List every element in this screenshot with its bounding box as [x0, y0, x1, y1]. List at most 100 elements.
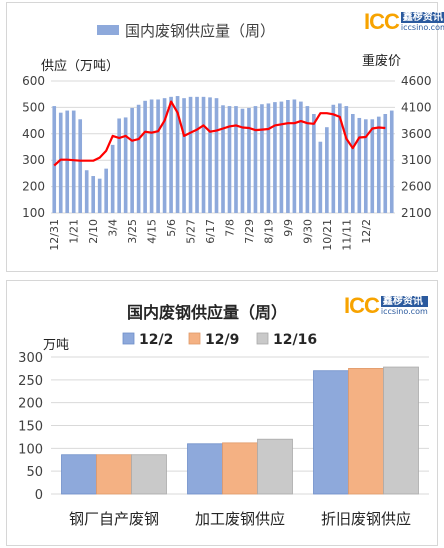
- supply-bar: [350, 114, 355, 213]
- supply-bar: [383, 114, 388, 213]
- legend-swatch-supply: [97, 25, 119, 35]
- y-tick-label: 0: [35, 488, 43, 503]
- x-tick-label: 12/2: [360, 219, 373, 244]
- bar-12-9: [348, 368, 384, 495]
- icc-logo: ICC 鑫椤资讯 iccsino.com: [364, 11, 444, 33]
- icc-logo-2: ICC 鑫椤资讯 iccsino.com: [344, 295, 428, 317]
- bar-12-16: [131, 454, 167, 495]
- supply-bar: [97, 178, 102, 213]
- x-tick-label: 7/29: [243, 219, 256, 244]
- y-tick-label: 150: [18, 420, 43, 435]
- supply-bar: [78, 119, 83, 213]
- supply-bar: [266, 103, 271, 213]
- supply-bar: [253, 106, 258, 213]
- y-left-tick-label: 200: [22, 180, 45, 194]
- supply-bar: [227, 106, 232, 213]
- supply-bar: [240, 108, 245, 213]
- legend-label-supply: 国内废钢供应量（周）: [125, 22, 275, 40]
- y-left-axis-label: 供应（万吨）: [41, 58, 119, 74]
- icc-logo-name: 鑫椤资讯: [400, 12, 444, 23]
- supply-bar: [110, 144, 115, 213]
- supply-bar: [136, 104, 141, 213]
- supply-bar: [247, 107, 251, 213]
- bar-12-2: [187, 443, 223, 495]
- y-right-tick-label: 3100: [401, 153, 432, 167]
- supply-bar: [279, 101, 284, 213]
- supply-bar: [175, 96, 180, 213]
- legend-label-12-2: 12/2: [139, 332, 173, 348]
- y-tick-label: 100: [18, 442, 43, 457]
- icc-logo-mark: ICC: [364, 9, 400, 34]
- supply-bar: [221, 105, 225, 213]
- supply-bar: [84, 170, 89, 213]
- supply-bar: [149, 99, 154, 213]
- supply-bar: [370, 119, 375, 213]
- supply-bar: [104, 168, 108, 213]
- supply-bar: [130, 107, 134, 213]
- y-left-tick-label: 100: [22, 206, 45, 220]
- x-tick-label: 11/11: [340, 219, 353, 251]
- icc-logo-name-2: 鑫椤资讯: [380, 296, 428, 307]
- y-left-tick-label: 300: [22, 153, 45, 167]
- supply-bar: [318, 141, 323, 213]
- supply-bar: [188, 96, 193, 213]
- bar-12-9: [96, 454, 132, 495]
- legend-swatch-12-16: [256, 332, 269, 345]
- y-left-tick-label: 500: [22, 100, 45, 114]
- y-tick-label: 300: [18, 351, 43, 366]
- icc-logo-url: iccsino.com: [400, 23, 444, 32]
- supply-bar: [117, 118, 121, 213]
- supply-bar: [363, 119, 368, 213]
- supply-breakdown-chart: 0 50 100 150 200 250 300 钢厂自产废钢 加工废钢供应 折旧废钢供应 国内废钢…: [18, 303, 429, 528]
- bar-12-16: [383, 366, 419, 495]
- supply-bar: [201, 96, 206, 213]
- y-tick-label: 200: [18, 397, 43, 412]
- x-tick-label: 5/27: [185, 219, 198, 244]
- icc-logo-url-2: iccsino.com: [380, 307, 428, 316]
- supply-price-chart-panel: 100 200 300 400 500 600 2100 2600 3100 3600 4100 46…: [6, 2, 444, 272]
- category-label: 加工废钢供应: [195, 510, 285, 528]
- supply-bar: [376, 116, 381, 213]
- y-right-tick-label: 2100: [401, 206, 432, 220]
- y-right-tick-label: 3600: [401, 127, 432, 141]
- x-tick-label: 9/30: [301, 219, 314, 244]
- y-axis-label: 万吨: [43, 338, 69, 353]
- bar-12-16: [257, 438, 293, 495]
- supply-breakdown-chart-panel: 0 50 100 150 200 250 300 钢厂自产废钢 加工废钢供应 折旧废钢供应 国内废钢…: [6, 280, 438, 546]
- x-tick-label: 10/21: [321, 219, 334, 251]
- y-right-axis-label: 重废价: [362, 53, 401, 69]
- supply-bar: [273, 102, 277, 213]
- bar-12-9: [222, 442, 258, 495]
- x-tick-label: 3/25: [126, 219, 139, 244]
- x-tick-label: 2/10: [87, 219, 100, 244]
- supply-bar: [169, 96, 173, 213]
- supply-bar: [71, 110, 76, 213]
- supply-bar: [65, 110, 70, 213]
- category-label: 钢厂自产废钢: [69, 510, 159, 528]
- icc-logo-mark-2: ICC: [344, 293, 380, 318]
- category-label: 折旧废钢供应: [321, 510, 411, 528]
- x-tick-label: 7/8: [223, 219, 236, 237]
- y-left-tick-label: 600: [22, 74, 45, 88]
- bar-12-2: [61, 454, 97, 495]
- y-right-tick-label: 4100: [401, 100, 432, 114]
- supply-bar: [214, 98, 219, 213]
- x-tick-label: 1/21: [68, 219, 81, 244]
- y-right-tick-label: 2600: [401, 180, 432, 194]
- chart-title: 国内废钢供应量（周）: [127, 303, 287, 322]
- y-tick-label: 50: [26, 465, 43, 480]
- supply-bar: [91, 176, 96, 213]
- x-tick-label: 12/31: [48, 219, 61, 251]
- supply-bar: [143, 100, 147, 213]
- x-tick-label: 5/6: [165, 219, 178, 237]
- heavy-scrap-price-line: [53, 100, 386, 167]
- y-left-tick-label: 400: [22, 127, 45, 141]
- supply-bar: [234, 106, 238, 213]
- supply-bar: [156, 99, 160, 213]
- supply-bar: [325, 127, 329, 213]
- supply-bar: [338, 103, 342, 213]
- supply-bar: [286, 100, 290, 213]
- y-tick-label: 250: [18, 374, 43, 389]
- supply-bar: [331, 104, 336, 213]
- x-tick-label: 4/15: [146, 219, 159, 244]
